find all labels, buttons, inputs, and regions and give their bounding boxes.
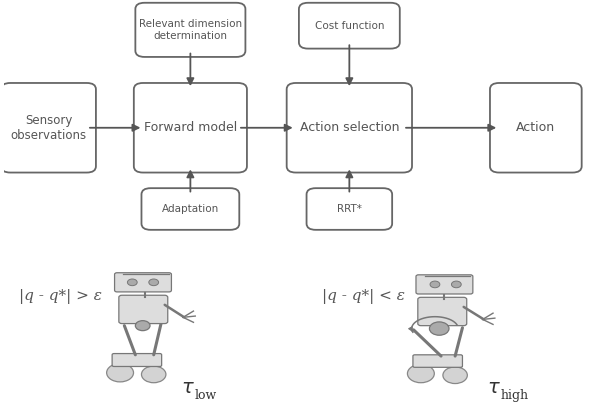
Text: |q - q*| < ε: |q - q*| < ε [322,289,405,304]
FancyBboxPatch shape [136,3,245,57]
Text: low: low [195,389,217,402]
FancyBboxPatch shape [299,3,400,48]
Circle shape [443,367,468,384]
Circle shape [136,321,150,331]
FancyBboxPatch shape [134,83,247,173]
Text: high: high [500,389,529,402]
Text: Forward model: Forward model [144,121,237,134]
FancyBboxPatch shape [286,83,412,173]
FancyBboxPatch shape [119,295,168,324]
FancyBboxPatch shape [115,273,171,292]
Text: Sensory
observations: Sensory observations [10,114,87,142]
Text: Action: Action [516,121,556,134]
Circle shape [407,364,434,383]
Text: RRT*: RRT* [337,204,362,214]
FancyBboxPatch shape [112,354,161,367]
Text: $\tau$: $\tau$ [487,379,501,397]
FancyBboxPatch shape [418,297,467,326]
Text: Relevant dimension
determination: Relevant dimension determination [139,19,242,41]
Circle shape [142,366,166,383]
FancyBboxPatch shape [490,83,582,173]
Text: |q - q*| > ε: |q - q*| > ε [19,289,102,304]
FancyBboxPatch shape [413,355,463,367]
Text: Action selection: Action selection [299,121,399,134]
Circle shape [149,279,158,285]
Text: Adaptation: Adaptation [162,204,219,214]
FancyBboxPatch shape [416,275,473,294]
Circle shape [128,279,137,285]
Text: $\tau$: $\tau$ [181,379,195,397]
Circle shape [452,281,461,288]
Circle shape [429,322,449,335]
Circle shape [107,364,134,382]
FancyBboxPatch shape [1,83,96,173]
FancyBboxPatch shape [307,188,392,230]
FancyBboxPatch shape [142,188,239,230]
Text: Cost function: Cost function [315,21,384,31]
Circle shape [430,281,440,288]
